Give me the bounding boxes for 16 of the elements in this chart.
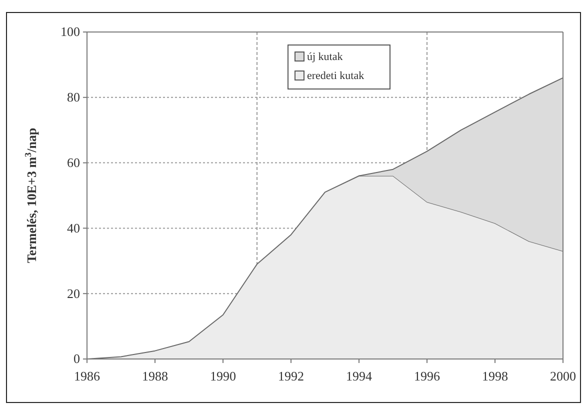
x-tick-label: 1992 — [278, 368, 304, 384]
x-tick-label: 1986 — [74, 368, 100, 384]
y-tick-label: 60 — [67, 154, 80, 170]
y-tick-label: 100 — [60, 24, 80, 40]
y-tick-label: 80 — [67, 90, 80, 105]
x-tick-label: 1998 — [482, 368, 508, 384]
legend-label: új kutak — [307, 51, 344, 63]
legend-label: eredeti kutak — [307, 70, 365, 82]
y-tick-label: 0 — [74, 351, 80, 366]
x-tick-label: 1994 — [346, 368, 372, 384]
x-tick-label: 1988 — [142, 368, 168, 384]
y-tick-label: 40 — [67, 220, 80, 236]
y-tick-label: 20 — [67, 286, 80, 301]
x-tick-label: 1990 — [210, 368, 236, 384]
x-tick-label: 1996 — [414, 368, 440, 384]
x-tick-label: 2000 — [550, 368, 576, 384]
